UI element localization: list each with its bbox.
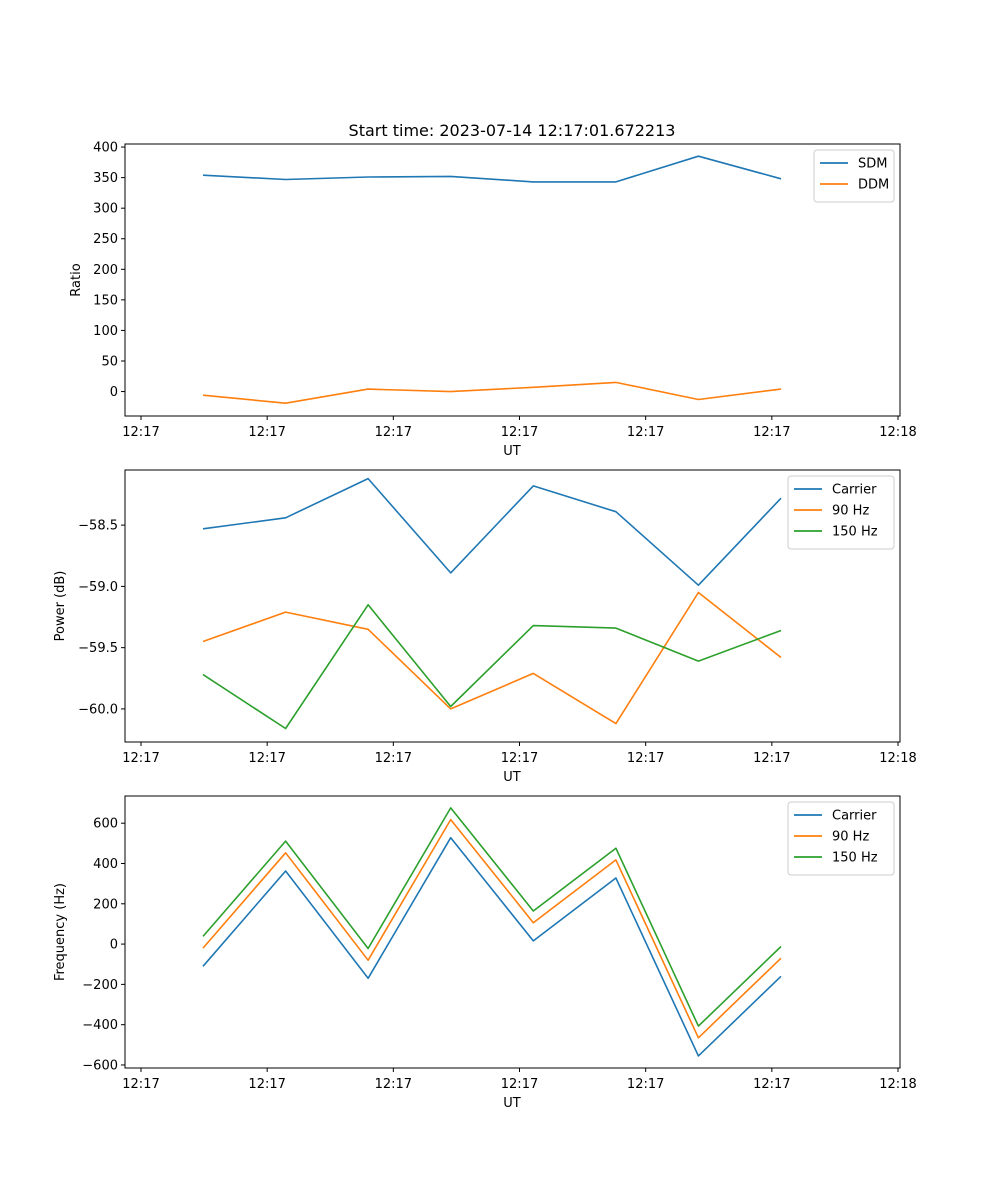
y-tick-label: 600 xyxy=(93,817,118,832)
y-tick-label: −600 xyxy=(82,1058,118,1073)
x-tick-label: 12:17 xyxy=(627,751,664,766)
x-tick-label: 12:17 xyxy=(753,751,790,766)
series-line-150-hz xyxy=(202,807,782,1027)
x-tick-label: 12:17 xyxy=(122,425,159,440)
x-axis-label: UT xyxy=(503,1096,521,1111)
x-tick-label: 12:17 xyxy=(248,425,285,440)
y-tick-label: 0 xyxy=(110,938,118,953)
x-tick-label: 12:17 xyxy=(375,1077,412,1092)
y-tick-label: 400 xyxy=(93,141,118,156)
figure-title: Start time: 2023-07-14 12:17:01.672213 xyxy=(349,121,676,140)
series-line-sdm xyxy=(202,155,782,183)
y-tick-label: 250 xyxy=(93,232,118,247)
series-line-150-hz xyxy=(202,603,782,730)
x-tick-label: 12:18 xyxy=(879,1077,916,1092)
y-axis-label: Frequency (Hz) xyxy=(53,883,68,981)
legend-entry: 90 Hz xyxy=(832,830,869,845)
x-tick-label: 12:17 xyxy=(248,751,285,766)
legend-entry: Carrier xyxy=(832,809,877,824)
x-tick-label: 12:17 xyxy=(501,425,538,440)
axes-frame xyxy=(124,469,901,743)
y-tick-label: 0 xyxy=(110,385,118,400)
x-axis-label: UT xyxy=(503,770,521,785)
y-axis-label: Ratio xyxy=(69,263,84,296)
y-tick-label: 150 xyxy=(93,293,118,308)
panel-1: 12:17 12:17 12:17 12:17 12:17 12:17 12:18 0 50 10… xyxy=(69,141,917,459)
y-tick-label: 200 xyxy=(93,263,118,278)
x-tick-label: 12:18 xyxy=(879,425,916,440)
series-line-carrier xyxy=(202,836,782,1057)
y-tick-label: −400 xyxy=(82,1018,118,1033)
y-tick-label: −60.0 xyxy=(78,702,118,717)
legend-entry: 150 Hz xyxy=(832,851,878,866)
y-tick-label: 350 xyxy=(93,171,118,186)
y-tick-label: 400 xyxy=(93,857,118,872)
legend-entry: 90 Hz xyxy=(832,504,869,519)
series-line-90-hz xyxy=(202,818,782,1039)
series-line-ddm xyxy=(202,381,782,405)
axes-frame xyxy=(124,795,901,1069)
y-tick-label: 50 xyxy=(101,354,118,369)
x-tick-label: 12:17 xyxy=(753,1077,790,1092)
series-line-carrier xyxy=(202,477,782,587)
panel-3: 12:17 12:17 12:17 12:17 12:17 12:17 12:18 −600 −… xyxy=(53,795,917,1111)
x-tick-label: 12:17 xyxy=(501,1077,538,1092)
legend-entry: Carrier xyxy=(832,483,877,498)
x-tick-label: 12:17 xyxy=(753,425,790,440)
y-tick-label: 100 xyxy=(93,324,118,339)
panel-2: 12:17 12:17 12:17 12:17 12:17 12:17 12:18 −60.0… xyxy=(53,469,917,785)
legend: SDM DDM xyxy=(813,149,895,203)
y-tick-label: −200 xyxy=(82,978,118,993)
legend-entry: DDM xyxy=(858,178,889,193)
y-tick-label: −58.5 xyxy=(78,519,118,534)
axes-frame xyxy=(124,143,901,417)
legend-entry: 150 Hz xyxy=(832,525,878,540)
series-line-90-hz xyxy=(202,591,782,725)
x-tick-label: 12:17 xyxy=(627,425,664,440)
x-tick-label: 12:17 xyxy=(627,1077,664,1092)
y-axis-label: Power (dB) xyxy=(53,571,68,642)
y-tick-label: 200 xyxy=(93,897,118,912)
y-tick-label: −59.5 xyxy=(78,641,118,656)
y-tick-label: −59.0 xyxy=(78,580,118,595)
legend-entry: SDM xyxy=(858,157,887,172)
legend: Carrier 90 Hz 150 Hz xyxy=(787,475,895,550)
x-axis-label: UT xyxy=(503,444,521,459)
x-tick-label: 12:17 xyxy=(375,751,412,766)
x-tick-label: 12:17 xyxy=(122,751,159,766)
x-tick-label: 12:17 xyxy=(122,1077,159,1092)
legend: Carrier 90 Hz 150 Hz xyxy=(787,801,895,876)
panels: 12:17 12:17 12:17 12:17 12:17 12:17 12:18 0 50 10… xyxy=(53,141,917,1111)
x-tick-label: 12:17 xyxy=(501,751,538,766)
x-tick-label: 12:17 xyxy=(248,1077,285,1092)
y-tick-label: 300 xyxy=(93,202,118,217)
x-tick-label: 12:17 xyxy=(375,425,412,440)
x-tick-label: 12:18 xyxy=(879,751,916,766)
